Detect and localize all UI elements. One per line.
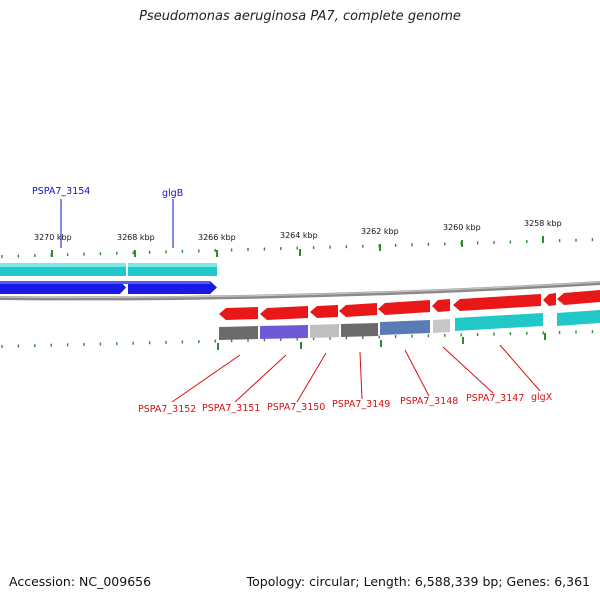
track-block-7 [455,313,543,331]
label-pspa7-3147: PSPA7_3147 [466,393,524,404]
track-block-2 [260,325,308,339]
minor-ticks-bottom [1,330,594,348]
genome-summary: Topology: circular; Length: 6,588,339 bp… [246,574,590,589]
track-block-4 [341,323,378,337]
gene-arrow-pspa7-3152 [219,307,258,320]
scale-label-3264: 3264 kbp [280,231,318,240]
track-block-3 [310,324,339,338]
blue-gene-track [0,281,217,294]
scale-ticks [51,236,546,350]
red-gene-track [219,290,600,320]
gene-arrow-pspa7-3148 [378,300,430,315]
top-gene-labels: PSPA7_3154 glgB [32,186,183,248]
bottom-label-texts: PSPA7_3152 PSPA7_3151 PSPA7_3150 PSPA7_3… [138,392,553,415]
cyan-gene-1-shade [0,263,126,267]
connector-pspa7-3147 [442,346,494,394]
label-glgx: glgX [531,392,553,403]
gene-arrow-pspa7-3149 [339,303,377,317]
cyan-gene-2-shade [128,263,217,267]
track-block-5 [380,320,430,335]
gene-arrow-pspa7-3148b [432,299,450,312]
scale-label-3268: 3268 kbp [117,233,155,242]
track-block-6 [433,319,450,333]
gene-arrow-pspa7-3154 [0,281,126,294]
label-pspa7-3148: PSPA7_3148 [400,396,458,407]
scale-label-3266: 3266 kbp [198,233,236,242]
gene-arrow-glgb [128,281,217,294]
connector-pspa7-3151 [234,354,287,403]
connector-pspa7-3152 [171,354,241,403]
cyan-track-top [0,263,217,276]
bottom-gene-labels [171,344,541,403]
connector-pspa7-3150 [296,352,327,403]
gene-arrow-pspa7-3150 [310,305,338,318]
gene-arrow-glgx-b [557,290,600,305]
blue-gene-shade [0,281,210,284]
scale-label-3262: 3262 kbp [361,227,399,236]
minor-ticks-top [1,238,594,258]
genome-backbone-highlight [0,281,600,299]
feature-track-bottom [219,310,600,340]
scale-label-3260: 3260 kbp [443,223,481,232]
label-pspa7-3154: PSPA7_3154 [32,186,90,197]
label-glgb: glgB [162,188,183,199]
scale-labels: 3270 kbp 3268 kbp 3266 kbp 3264 kbp 3262… [34,219,562,242]
page-title: Pseudomonas aeruginosa PA7, complete gen… [139,9,461,24]
track-block-8 [557,310,600,326]
connector-pspa7-3149 [359,351,363,400]
gene-arrow-pspa7-3147 [453,294,541,311]
track-block-1 [219,326,258,340]
label-pspa7-3151: PSPA7_3151 [202,403,260,414]
connector-glgx [499,344,541,392]
label-pspa7-3150: PSPA7_3150 [267,402,325,413]
label-pspa7-3152: PSPA7_3152 [138,404,196,415]
gene-arrow-pspa7-3151 [260,306,308,320]
genome-backbone [0,281,600,301]
accession-label: Accession: NC_009656 [9,574,152,589]
label-pspa7-3149: PSPA7_3149 [332,399,390,410]
scale-label-3258: 3258 kbp [524,219,562,228]
connector-pspa7-3148 [404,349,430,397]
scale-label-3270: 3270 kbp [34,233,72,242]
gene-arrow-glgx-a [543,293,556,306]
